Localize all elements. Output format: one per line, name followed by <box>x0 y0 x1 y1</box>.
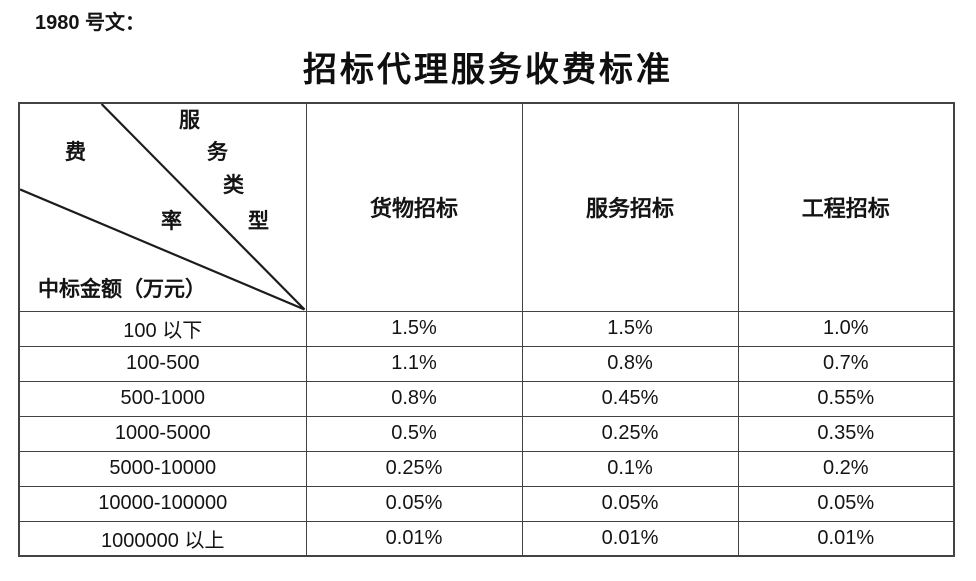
table-row: 100 以下 1.5% 1.5% 1.0% <box>18 310 955 347</box>
corner-row-axis-label: 中标金额（万元） <box>38 276 206 301</box>
table-header-row: 服 务 类 型 费 率 中标金额（万元） 货物招标 服务招标 工程招标 <box>18 102 955 312</box>
rate-cell: 1.5% <box>305 310 523 347</box>
page-title: 招标代理服务收费标准 <box>303 52 673 89</box>
table-row: 10000-100000 0.05% 0.05% 0.05% <box>18 485 955 522</box>
amount-cell: 100-500 <box>18 345 307 382</box>
amount-cell: 500-1000 <box>18 380 307 417</box>
corner-col-axis-char: 类 <box>223 173 244 197</box>
amount-cell: 100 以下 <box>18 310 307 347</box>
rate-cell: 0.1% <box>521 450 739 487</box>
rate-cell: 0.01% <box>305 520 523 557</box>
fee-standard-table: 服 务 类 型 费 率 中标金额（万元） 货物招标 服务招标 工程招标 100 … <box>18 102 955 557</box>
rate-cell: 0.25% <box>521 415 739 452</box>
rate-cell: 1.1% <box>305 345 523 382</box>
rate-cell: 0.35% <box>737 415 955 452</box>
rate-cell: 0.2% <box>737 450 955 487</box>
table-row: 1000000 以上 0.01% 0.01% 0.01% <box>18 520 955 557</box>
table-row: 1000-5000 0.5% 0.25% 0.35% <box>18 415 955 452</box>
rate-cell: 0.05% <box>737 485 955 522</box>
corner-rate-char: 率 <box>161 209 182 233</box>
rate-cell: 0.8% <box>521 345 739 382</box>
rate-cell: 0.05% <box>521 485 739 522</box>
amount-cell: 5000-10000 <box>18 450 307 487</box>
rate-cell: 0.8% <box>305 380 523 417</box>
column-header-services: 服务招标 <box>521 102 739 312</box>
corner-rate-char: 费 <box>65 140 86 164</box>
rate-cell: 0.45% <box>521 380 739 417</box>
rate-cell: 0.5% <box>305 415 523 452</box>
rate-cell: 0.05% <box>305 485 523 522</box>
rate-cell: 0.25% <box>305 450 523 487</box>
corner-col-axis-char: 服 <box>179 108 200 132</box>
column-header-goods: 货物招标 <box>305 102 523 312</box>
rate-cell: 0.01% <box>737 520 955 557</box>
table-corner-cell: 服 务 类 型 费 率 中标金额（万元） <box>18 102 307 312</box>
column-header-engineering: 工程招标 <box>737 102 955 312</box>
corner-col-axis-char: 务 <box>207 140 228 164</box>
corner-col-axis-char: 型 <box>248 209 269 233</box>
doc-reference: 1980 号文： <box>35 12 146 34</box>
amount-cell: 10000-100000 <box>18 485 307 522</box>
amount-cell: 1000000 以上 <box>18 520 307 557</box>
table-row: 5000-10000 0.25% 0.1% 0.2% <box>18 450 955 487</box>
rate-cell: 0.7% <box>737 345 955 382</box>
rate-cell: 0.01% <box>521 520 739 557</box>
rate-cell: 1.5% <box>521 310 739 347</box>
rate-cell: 0.55% <box>737 380 955 417</box>
diagonal-divider-lines <box>20 104 306 311</box>
amount-cell: 1000-5000 <box>18 415 307 452</box>
rate-cell: 1.0% <box>737 310 955 347</box>
table-row: 500-1000 0.8% 0.45% 0.55% <box>18 380 955 417</box>
table-row: 100-500 1.1% 0.8% 0.7% <box>18 345 955 382</box>
